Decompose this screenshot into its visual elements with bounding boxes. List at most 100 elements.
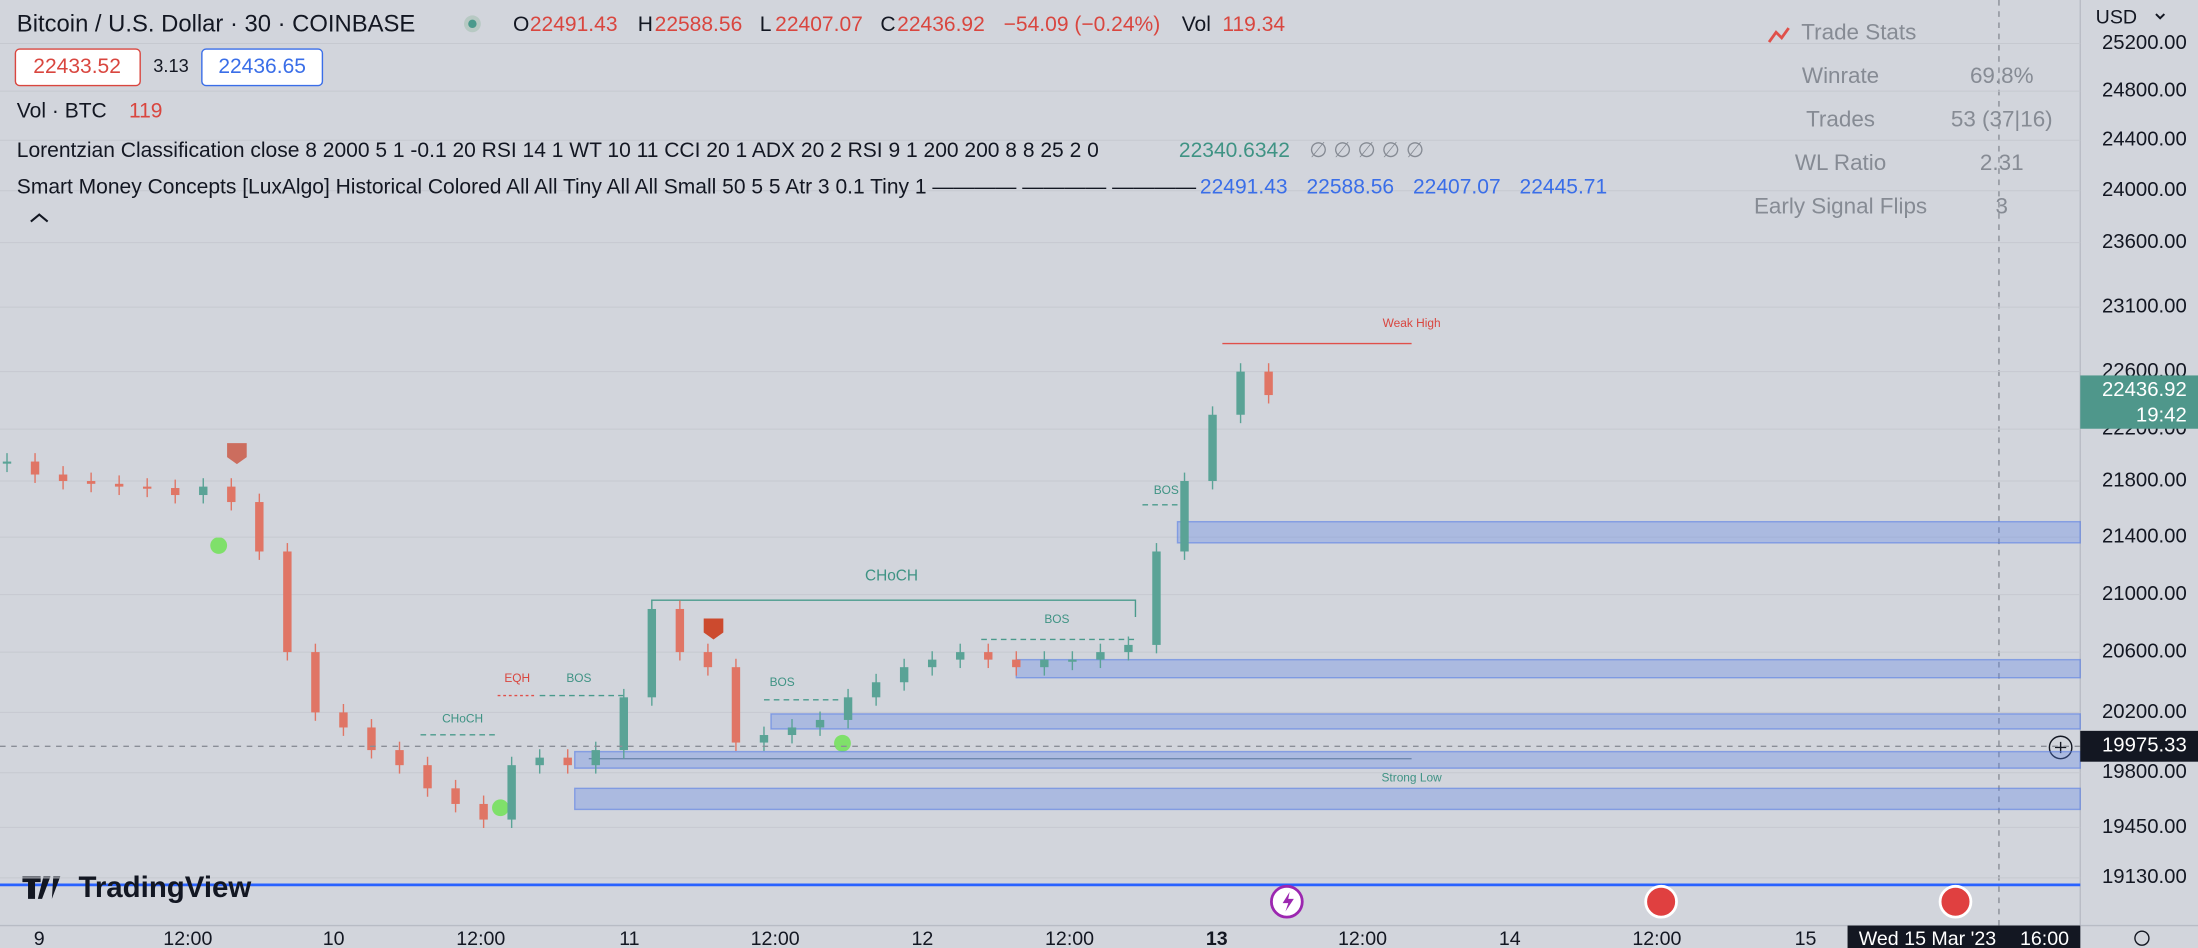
trade-stats-value: 69.8% (1970, 63, 2034, 88)
header-vol: 119.34 (1222, 13, 1285, 36)
signal-marker (703, 618, 724, 640)
chart-annotation: BOS (770, 675, 795, 689)
candle (199, 486, 208, 496)
x-tick-label: 12:00 (163, 928, 212, 948)
currency-chevron[interactable] (2155, 13, 2166, 20)
x-tick-label: 13 (1206, 928, 1228, 948)
candle (255, 502, 264, 552)
header-change: −54.09 (−0.24%) (1004, 13, 1161, 36)
y-tick-label: 21800.00 (2102, 469, 2187, 491)
candle (1152, 551, 1161, 645)
y-tick-label: 24000.00 (2102, 179, 2187, 201)
candle (815, 719, 825, 728)
order-block-zone (770, 713, 2081, 730)
header-c-label: C (880, 13, 895, 36)
current-price-label: 22436.92 (2102, 379, 2187, 401)
indicator-value: ∅ ∅ ∅ ∅ ∅ (1309, 139, 1424, 162)
chart-annotation: CHoCH (442, 712, 483, 726)
candle (563, 757, 572, 766)
candle (927, 659, 937, 668)
us-event-flag[interactable] (1644, 884, 1678, 919)
candle (759, 735, 769, 743)
candle (535, 757, 544, 766)
candle (984, 652, 993, 660)
currency-selector: USD (2096, 6, 2137, 28)
brand-logo (22, 876, 61, 899)
chart-annotation: BOS (1044, 612, 1069, 626)
x-tick-label: 12:00 (1632, 928, 1681, 948)
indicator-value: 22340.6342 (1179, 139, 1290, 162)
candle (787, 727, 797, 736)
brand-name: TradingView (79, 871, 252, 904)
trade-stats-value: 2.31 (1980, 150, 2024, 175)
candle (647, 608, 657, 698)
header-c: 22436.92 (897, 13, 985, 36)
indicator-name: Vol · BTC (17, 100, 107, 123)
candle (1236, 371, 1245, 415)
indicator-name: Lorentzian Classification close 8 2000 5… (17, 139, 1099, 162)
header-h: 22588.56 (655, 13, 743, 36)
candle (1068, 659, 1077, 662)
x-tick-label: 10 (323, 928, 345, 948)
settings-icon[interactable] (2134, 930, 2150, 946)
spread: 3.13 (153, 56, 188, 76)
date-tooltip-box (1847, 925, 2081, 948)
x-tick-label: 12:00 (456, 928, 505, 948)
countdown-label: 19:42 (2136, 404, 2187, 426)
y-tick-label: 20200.00 (2102, 701, 2187, 723)
chart-annotation: EQH (504, 671, 530, 685)
candle (703, 652, 713, 668)
signal-dot (492, 799, 509, 817)
candle (619, 697, 628, 751)
us-event-flag[interactable] (1938, 884, 1973, 919)
y-tick-label: 23600.00 (2102, 231, 2187, 253)
y-tick-label: 19130.00 (2102, 866, 2187, 888)
x-tick-label: 15 (1795, 928, 1817, 948)
chart-annotation: CHoCH (865, 567, 918, 584)
y-tick-label: 21400.00 (2102, 525, 2187, 547)
chart-annotation: Weak High (1383, 316, 1441, 330)
y-tick-label: 20600.00 (2102, 640, 2187, 662)
bid-box (14, 48, 141, 87)
candle (423, 765, 432, 789)
ask-box (201, 48, 324, 87)
y-tick-label: 21000.00 (2102, 583, 2187, 605)
y-tick-label: 19800.00 (2102, 761, 2187, 783)
candle (1208, 414, 1217, 482)
trade-stats-value: 3 (1996, 193, 2008, 218)
candle (58, 474, 68, 482)
candle (171, 488, 180, 496)
candle (1124, 644, 1133, 653)
order-block-zone (1176, 520, 2081, 544)
candle (843, 697, 853, 720)
candle (86, 481, 96, 484)
order-block-zone (574, 787, 2081, 811)
x-tick-label: 14 (1499, 928, 1521, 948)
y-tick-label: 19450.00 (2102, 816, 2187, 838)
chart-annotation: BOS (1154, 483, 1179, 497)
header-l: 22407.07 (775, 13, 863, 36)
y-tick-label: 24800.00 (2102, 80, 2187, 102)
indicator-value: 119 (129, 100, 163, 123)
candle (2, 461, 12, 464)
x-tick-label: 12:00 (751, 928, 800, 948)
y-tick-label: 24400.00 (2102, 129, 2187, 151)
candle (591, 750, 600, 766)
x-tick-label: 12:00 (1338, 928, 1387, 948)
candle (899, 667, 909, 683)
y-tick-label: 23100.00 (2102, 295, 2187, 317)
candle (395, 750, 404, 766)
signal-marker (227, 443, 247, 465)
time-tooltip: 16:00 (2020, 928, 2069, 948)
crosshair-price-box (2080, 730, 2198, 762)
candle (339, 712, 348, 728)
header-o-label: O (513, 13, 529, 36)
header-vol-label: Vol (1182, 13, 1211, 36)
candle (311, 652, 320, 713)
crosshair-add-button[interactable] (2048, 735, 2073, 760)
collapse-button[interactable] (30, 213, 49, 223)
indicator-value: 22407.07 (1413, 175, 1501, 198)
